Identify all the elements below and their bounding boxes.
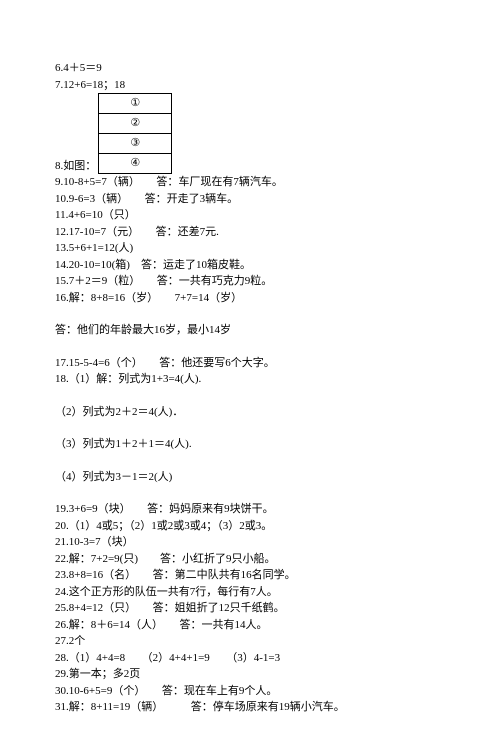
stack-cell: ④: [99, 154, 172, 174]
text-line: 9.10-8+5=7（辆） 答：车厂现在有7辆汽车。: [55, 174, 445, 191]
stack-cell: ①: [99, 94, 172, 114]
stack-table: ① ② ③ ④: [98, 93, 172, 174]
blank-line: [55, 485, 445, 501]
text-line: 22.解：7+2=9(只) 答：小红折了9只小船。: [55, 551, 445, 568]
text-line: 20.（1）4或5；（2）1或2或3或4；（3）2或3。: [55, 518, 445, 535]
text-line: 13.5+6+1=12(人): [55, 240, 445, 257]
stack-cell: ②: [99, 114, 172, 134]
text-line: 27.2个: [55, 633, 445, 650]
text-line: 11.4+6=10（只）: [55, 207, 445, 224]
text-line: 10.9-6=3（辆） 答：开走了3辆车。: [55, 191, 445, 208]
text-line: 14.20-10=10(箱) 答：运走了10箱皮鞋。: [55, 257, 445, 274]
text-line: 26.解：8＋6=14（人） 答：一共有14人。: [55, 617, 445, 634]
text-line: （2）列式为2＋2＝4(人)．: [55, 404, 445, 421]
text-line: 21.10-3=7（块）: [55, 534, 445, 551]
text-line: 16.解：8+8=16（岁） 7+7=14（岁）: [55, 290, 445, 307]
text-line: 29.第一本；多2页: [55, 666, 445, 683]
text-line: 25.8+4=12（只） 答：姐姐折了12只千纸鹤。: [55, 600, 445, 617]
text-line: 17.15-5-4=6（个） 答：他还要写6个大字。: [55, 355, 445, 372]
text-line: 23.8+8=16（名） 答：第二中队共有16名同学。: [55, 567, 445, 584]
blank-line: [55, 339, 445, 355]
text-line: 31.解：8+11=19（辆） 答：停车场原来有19辆小汽车。: [55, 699, 445, 716]
stack-diagram-row: 8.如图： ① ② ③ ④: [55, 93, 445, 174]
text-line: 19.3+6=9（块） 答：妈妈原来有9块饼干。: [55, 501, 445, 518]
blank-line: [55, 453, 445, 469]
text-line: 28.（1）4+4=8 （2）4+4+1=9 （3）4-1=3: [55, 650, 445, 667]
stack-label: 8.如图：: [55, 158, 96, 175]
document-page: 6.4＋5＝9 7.12+6=18；18 8.如图： ① ② ③ ④ 9.10-…: [0, 0, 500, 756]
blank-line: [55, 306, 445, 322]
text-line: 30.10-6+5=9（个） 答：现在车上有9个人。: [55, 683, 445, 700]
text-line: （3）列式为1＋2＋1＝4(人).: [55, 436, 445, 453]
text-line: 18.（1）解：列式为1+3=4(人).: [55, 371, 445, 388]
text-line: （4）列式为3－1＝2(人): [55, 469, 445, 486]
text-line: 24.这个正方形的队伍一共有7行，每行有7人。: [55, 584, 445, 601]
text-line: 6.4＋5＝9: [55, 60, 445, 77]
text-line: 7.12+6=18；18: [55, 77, 445, 94]
text-line: 答：他们的年龄最大16岁，最小14岁: [55, 322, 445, 339]
blank-line: [55, 420, 445, 436]
stack-cell: ③: [99, 134, 172, 154]
blank-line: [55, 388, 445, 404]
text-line: 15.7＋2＝9（粒） 答：一共有巧克力9粒。: [55, 273, 445, 290]
text-line: 12.17-10=7（元） 答：还差7元.: [55, 224, 445, 241]
